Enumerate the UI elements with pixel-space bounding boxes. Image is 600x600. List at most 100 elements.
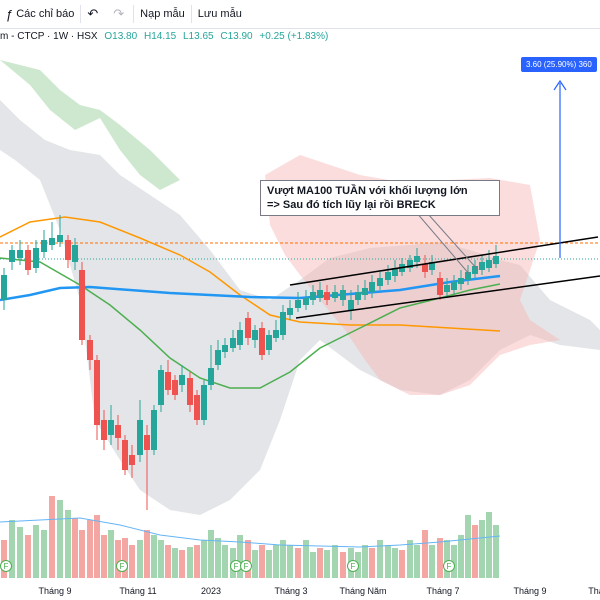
candle: [369, 282, 375, 292]
volume-bar: [208, 530, 214, 578]
candle: [429, 262, 435, 270]
candle: [472, 266, 478, 274]
candle: [172, 380, 178, 395]
redo-button[interactable]: ↷: [107, 0, 133, 28]
volume-bar: [1, 540, 7, 578]
ichimoku-cloud-green: [0, 60, 180, 190]
volume-bar: [369, 548, 375, 578]
toolbar-divider: [190, 5, 192, 23]
event-marker-f[interactable]: F: [443, 560, 455, 572]
candle: [33, 248, 39, 268]
time-label: Thá: [588, 586, 600, 596]
target-arrow-head: [553, 79, 567, 91]
volume-bar: [266, 550, 272, 578]
low-value: L13.65: [183, 31, 214, 42]
candle: [273, 330, 279, 338]
volume-bar: [399, 550, 405, 578]
volume-bar: [259, 545, 265, 578]
candle: [122, 440, 128, 470]
candle: [79, 270, 85, 340]
volume-bar: [165, 545, 171, 578]
candle: [158, 370, 164, 405]
candle: [355, 292, 361, 300]
volume-bar: [287, 545, 293, 578]
top-toolbar: ƒ Các chỉ báo ↶ ↷ Nạp mẫu Lưu mẫu: [0, 0, 600, 29]
annotation-pointer: [409, 204, 471, 276]
time-label: Tháng Năm: [339, 586, 387, 596]
volume-bar: [101, 535, 107, 578]
price-chart[interactable]: [0, 28, 600, 582]
event-marker-f[interactable]: F: [116, 560, 128, 572]
volume-bar: [151, 535, 157, 578]
volume-bar: [65, 510, 71, 578]
volume-bar: [49, 496, 55, 578]
volume-bar: [317, 548, 323, 578]
candle: [151, 410, 157, 450]
candle: [317, 290, 323, 298]
candle: [332, 292, 338, 298]
candle: [94, 360, 100, 425]
volume-bar: [422, 530, 428, 578]
candle: [115, 425, 121, 438]
event-marker-f[interactable]: F: [0, 560, 12, 572]
change-value: +0.25 (+1.83%): [259, 31, 329, 42]
candle: [41, 240, 47, 252]
volume-bar: [458, 535, 464, 578]
candle: [392, 268, 398, 276]
volume-bar: [362, 545, 368, 578]
load-template-button[interactable]: Nạp mẫu: [134, 0, 191, 28]
volume-bar: [252, 550, 258, 578]
candle: [230, 338, 236, 348]
time-label: Tháng 9: [513, 586, 547, 596]
candle: [49, 238, 55, 245]
candle: [437, 278, 443, 295]
open-value: O13.80: [104, 31, 138, 42]
candle: [17, 250, 23, 258]
toolbar-divider: [133, 5, 135, 23]
candle: [9, 250, 15, 262]
candle: [310, 292, 316, 300]
time-label: Tháng 3: [274, 586, 308, 596]
volume-bar: [94, 515, 100, 578]
volume-bar: [295, 548, 301, 578]
candle: [201, 385, 207, 420]
volume-bar: [340, 552, 346, 578]
channel-lower-line: [295, 275, 600, 319]
volume-bar: [129, 545, 135, 578]
time-axis[interactable]: Tháng 9 Tháng 11 2023 Tháng 3 Tháng Năm …: [0, 582, 600, 600]
volume-bar: [479, 520, 485, 578]
volume-bar: [493, 525, 499, 578]
volume-ma-line: [0, 517, 501, 548]
event-marker-f[interactable]: F: [347, 560, 359, 572]
candle: [422, 264, 428, 272]
ma-orange: [0, 216, 501, 332]
volume-bar: [144, 530, 150, 578]
volume-bar: [172, 548, 178, 578]
candle: [87, 340, 93, 360]
volume-bar: [385, 545, 391, 578]
volume-bar: [41, 530, 47, 578]
volume-bar: [273, 545, 279, 578]
volume-bar: [332, 545, 338, 578]
candle: [259, 328, 265, 355]
volume-bar: [57, 500, 63, 578]
candle: [1, 275, 7, 300]
candle: [295, 300, 301, 308]
candle: [237, 330, 243, 345]
volume-bar: [237, 535, 243, 578]
text-annotation[interactable]: Vượt MA100 TUẦN với khối lượng lớn => Sa…: [260, 180, 500, 216]
time-label: 2023: [200, 586, 222, 596]
undo-button[interactable]: ↶: [81, 0, 107, 28]
ma100-blue: [0, 274, 501, 302]
indicators-button[interactable]: ƒ Các chỉ báo: [0, 0, 80, 28]
candle: [222, 345, 228, 352]
candle: [25, 250, 31, 270]
volume-bar: [108, 530, 114, 578]
symbol-label: m - CTCP · 1W · HSX: [0, 31, 98, 42]
candle: [187, 378, 193, 405]
volume-bar: [377, 540, 383, 578]
volume-bar: [201, 540, 207, 578]
event-marker-f[interactable]: F: [240, 560, 252, 572]
save-template-button[interactable]: Lưu mẫu: [192, 0, 248, 28]
volume-bar: [17, 527, 23, 578]
